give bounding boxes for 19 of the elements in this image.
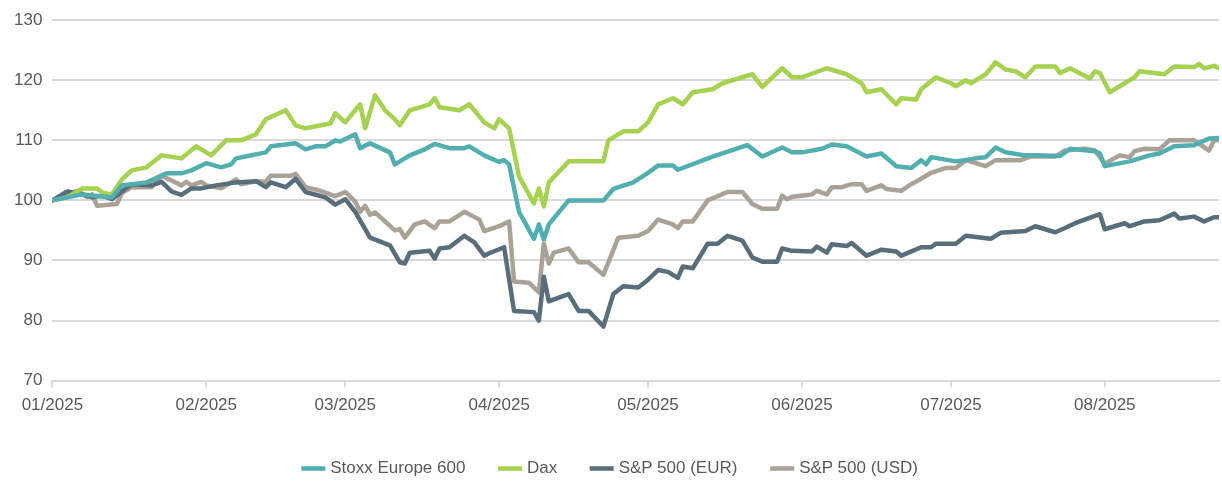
x-tick-label: 05/2025 bbox=[617, 395, 679, 415]
legend-label: S&P 500 (EUR) bbox=[618, 458, 738, 478]
legend-label: S&P 500 (USD) bbox=[799, 458, 918, 478]
x-tick-label: 08/2025 bbox=[1074, 395, 1136, 415]
y-tick-label: 90 bbox=[23, 250, 43, 270]
y-tick-label: 80 bbox=[23, 310, 43, 330]
x-tick-label: 07/2025 bbox=[920, 395, 982, 415]
y-tick-label: 130 bbox=[13, 9, 43, 29]
legend-label: Dax bbox=[526, 458, 558, 478]
y-tick-label: 100 bbox=[13, 190, 43, 210]
legend-label: Stoxx Europe 600 bbox=[330, 458, 466, 478]
x-tick-label: 06/2025 bbox=[771, 395, 833, 415]
y-tick-label: 110 bbox=[15, 130, 43, 150]
x-tick-label: 03/2025 bbox=[314, 395, 376, 415]
x-tick-label: 01/2025 bbox=[21, 395, 84, 415]
y-tick-label: 120 bbox=[13, 69, 43, 89]
x-tick-label: 04/2025 bbox=[468, 395, 530, 415]
x-tick-label: 02/2025 bbox=[175, 395, 237, 415]
y-tick-label: 70 bbox=[23, 370, 43, 390]
